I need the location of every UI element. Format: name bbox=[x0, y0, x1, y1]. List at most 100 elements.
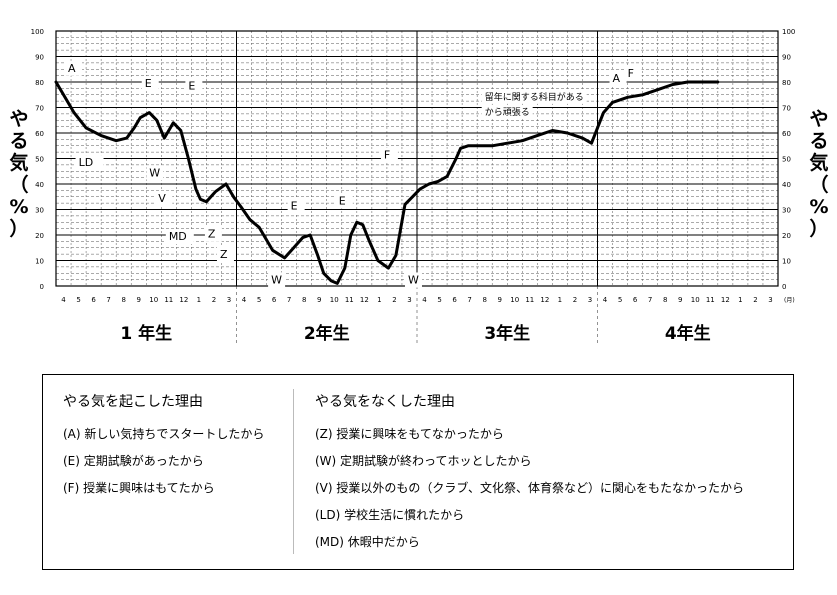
annotation-label: A bbox=[613, 72, 621, 85]
x-tick-month: 2 bbox=[573, 296, 577, 304]
x-tick-month: 12 bbox=[540, 296, 549, 304]
y-tick-left: 80 bbox=[35, 79, 44, 87]
annotation-label: W bbox=[271, 273, 282, 286]
x-tick-month: 1 bbox=[377, 296, 381, 304]
annotation-label: から頑張る bbox=[485, 107, 530, 118]
year-label: 2年生 bbox=[304, 323, 350, 344]
annotation-bg bbox=[216, 246, 234, 262]
y-tick-left: 10 bbox=[35, 258, 44, 266]
annotation-bg bbox=[287, 198, 305, 214]
x-tick-month: 9 bbox=[136, 296, 140, 304]
y-axis-label-char: 気 bbox=[9, 152, 29, 174]
y-tick-left: 30 bbox=[35, 207, 44, 215]
y-axis-label-char: （ bbox=[9, 174, 29, 196]
annotation-bg bbox=[624, 65, 642, 81]
x-tick-month: 11 bbox=[525, 296, 534, 304]
legend-left-title: やる気を起こした理由 bbox=[63, 394, 203, 410]
annotation-bg bbox=[146, 165, 164, 181]
legend-divider bbox=[293, 389, 294, 554]
y-tick-right: 0 bbox=[782, 283, 786, 291]
y-tick-left: 50 bbox=[35, 156, 44, 164]
x-tick-month: 8 bbox=[482, 296, 486, 304]
x-tick-month: 7 bbox=[648, 296, 652, 304]
x-tick-month: 8 bbox=[302, 296, 306, 304]
annotation-bg bbox=[155, 190, 173, 206]
annotation-bg bbox=[481, 90, 587, 104]
x-tick-month: 6 bbox=[452, 296, 457, 304]
motivation-chart: 0 0 10 10 20 20 30 30 40 40 50 50 60 60 70 70 80 80 90 90 10… bbox=[31, 28, 796, 346]
x-tick-month: 8 bbox=[121, 296, 125, 304]
annotation-bg bbox=[404, 272, 422, 288]
x-tick-month: 10 bbox=[691, 296, 700, 304]
x-tick-month: 5 bbox=[76, 296, 80, 304]
x-tick-month: 10 bbox=[330, 296, 339, 304]
x-tick-month: 11 bbox=[164, 296, 173, 304]
y-tick-right: 10 bbox=[782, 258, 791, 266]
x-tick-month: 2 bbox=[753, 296, 757, 304]
year-label: 3年生 bbox=[484, 323, 530, 344]
motivation-line bbox=[54, 80, 720, 285]
x-tick-month: 1 bbox=[738, 296, 742, 304]
x-tick-month: 10 bbox=[149, 296, 158, 304]
x-tick-month: 11 bbox=[345, 296, 354, 304]
legend-right-column: やる気をなくした理由 (Z) 授業に興味をもてなかったから (W) 定期試験が終… bbox=[315, 391, 744, 556]
x-tick-month: 2 bbox=[392, 296, 396, 304]
x-tick-month: 4 bbox=[242, 296, 247, 304]
x-tick-month: 9 bbox=[497, 296, 501, 304]
chart-line-layer bbox=[54, 80, 720, 285]
annotation-label: F bbox=[628, 67, 634, 80]
x-tick-month: 12 bbox=[721, 296, 730, 304]
y-axis-label-char: や bbox=[809, 108, 829, 130]
annotation-bg bbox=[65, 60, 83, 76]
x-tick-month: 5 bbox=[257, 296, 261, 304]
annotation-label: Z bbox=[220, 248, 228, 261]
x-tick-month: 2 bbox=[212, 296, 216, 304]
chart-axes: 0 0 10 10 20 20 30 30 40 40 50 50 60 60 70 70 80 80 90 90 10… bbox=[31, 28, 796, 344]
legend-item-w: (W) 定期試験が終わってホッとしたから bbox=[315, 454, 532, 468]
annotation-label: LD bbox=[79, 156, 94, 169]
y-axis-label-char: る bbox=[9, 130, 29, 152]
y-axis-label-right: や る 気 （ % ） bbox=[806, 108, 832, 240]
x-tick-month: 3 bbox=[588, 296, 592, 304]
year-label: 1 年生 bbox=[120, 323, 172, 344]
annotation-label: E bbox=[188, 80, 195, 93]
legend-box: やる気を起こした理由 (A) 新しい気持ちでスタートしたから (E) 定期試験が… bbox=[42, 374, 794, 570]
y-axis-label-char: る bbox=[809, 130, 829, 152]
x-tick-month: 4 bbox=[61, 296, 66, 304]
x-tick-month: 10 bbox=[510, 296, 519, 304]
annotation-bg bbox=[75, 155, 104, 171]
legend-item-ld: (LD) 学校生活に慣れたから bbox=[315, 508, 465, 522]
x-tick-month: 6 bbox=[633, 296, 638, 304]
y-axis-label-char: % bbox=[9, 196, 29, 218]
annotation-bg bbox=[268, 272, 286, 288]
x-tick-month: 9 bbox=[317, 296, 321, 304]
annotation-label: Z bbox=[208, 228, 216, 241]
y-tick-left: 20 bbox=[35, 232, 44, 240]
x-tick-month: 5 bbox=[437, 296, 441, 304]
legend-item-v: (V) 授業以外のもの（クラブ、文化祭、体育祭など）に関心をもたなかったから bbox=[315, 481, 745, 495]
x-tick-month: 7 bbox=[467, 296, 471, 304]
y-axis-label-char: % bbox=[809, 196, 829, 218]
x-tick-month: 1 bbox=[197, 296, 201, 304]
legend-item-e: (E) 定期試験があったから bbox=[63, 454, 204, 468]
x-unit-label: (月) bbox=[784, 297, 795, 304]
legend-item-md: (MD) 休暇中だから bbox=[315, 535, 420, 549]
y-tick-right: 40 bbox=[782, 181, 791, 189]
x-tick-month: 6 bbox=[272, 296, 277, 304]
x-tick-month: 8 bbox=[663, 296, 667, 304]
annotation-bg bbox=[141, 76, 159, 92]
x-tick-month: 7 bbox=[287, 296, 291, 304]
x-tick-month: 3 bbox=[227, 296, 231, 304]
annotation-label: E bbox=[339, 194, 346, 207]
x-tick-month: 3 bbox=[768, 296, 772, 304]
legend-left-column: やる気を起こした理由 (A) 新しい気持ちでスタートしたから (E) 定期試験が… bbox=[63, 391, 264, 502]
y-tick-right: 90 bbox=[782, 54, 791, 62]
y-tick-left: 100 bbox=[31, 28, 44, 36]
legend-item-z: (Z) 授業に興味をもてなかったから bbox=[315, 427, 504, 441]
y-axis-label-char: （ bbox=[809, 174, 829, 196]
y-tick-right: 80 bbox=[782, 79, 791, 87]
y-axis-label-char: ） bbox=[809, 218, 829, 240]
x-tick-month: 3 bbox=[407, 296, 411, 304]
x-tick-month: 4 bbox=[422, 296, 427, 304]
annotation-label: A bbox=[68, 62, 76, 75]
